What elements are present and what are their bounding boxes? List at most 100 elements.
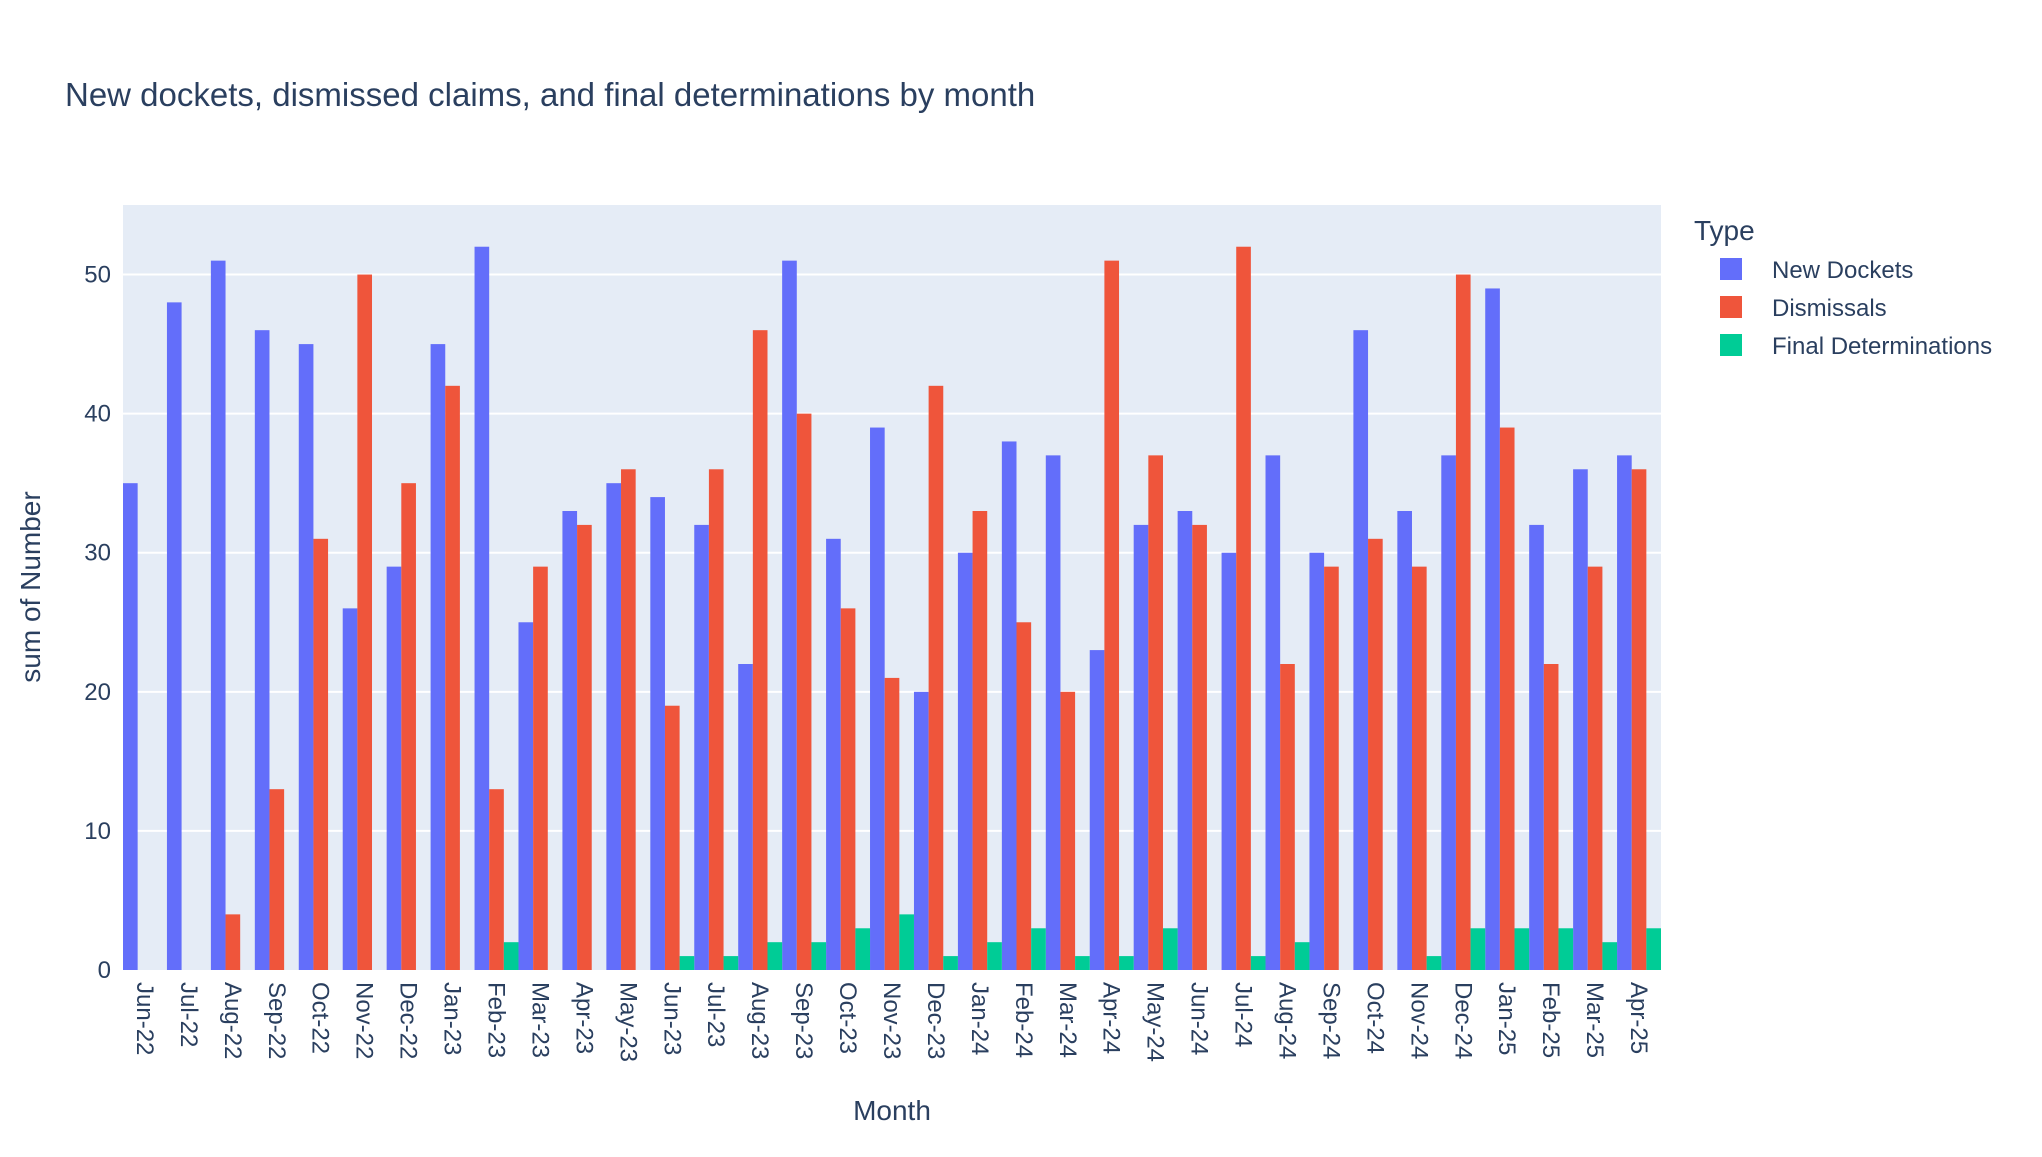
bar-new-dockets — [474, 246, 490, 970]
x-tick-label: Nov-24 — [1405, 982, 1432, 1059]
bar-dismissals — [1411, 566, 1427, 970]
bar-final-determinations — [1646, 928, 1661, 970]
bar-new-dockets — [430, 344, 446, 970]
bar-new-dockets — [1265, 455, 1281, 970]
bar-new-dockets — [1353, 330, 1369, 970]
x-tick-label: Oct-23 — [834, 982, 861, 1054]
bar-dismissals — [840, 608, 856, 970]
x-tick-label: Dec-23 — [922, 982, 949, 1059]
bar-dismissals — [489, 789, 504, 970]
bar-new-dockets — [1573, 469, 1588, 970]
x-tick-label: Mar-24 — [1054, 982, 1081, 1058]
bar-final-determinations — [767, 942, 783, 970]
bar-final-determinations — [855, 928, 871, 970]
x-tick-label: Sep-23 — [790, 982, 817, 1059]
bar-new-dockets — [1177, 511, 1193, 970]
bar-dismissals — [401, 483, 416, 970]
bar-dismissals — [621, 469, 636, 970]
x-tick-label: Jan-24 — [966, 982, 993, 1055]
x-tick-label: Apr-24 — [1098, 982, 1125, 1054]
bar-new-dockets — [957, 552, 973, 970]
bar-final-determinations — [987, 942, 1002, 970]
bar-new-dockets — [1309, 552, 1325, 970]
chart-title: New dockets, dismissed claims, and final… — [65, 76, 1035, 113]
bar-new-dockets — [518, 622, 534, 970]
bar-dismissals — [1543, 664, 1559, 970]
legend: Type New Dockets Dismissals Final Determin… — [1694, 215, 1992, 360]
legend-swatch-new-dockets — [1720, 258, 1742, 280]
y-tick-label: 50 — [84, 262, 111, 289]
y-tick-label: 20 — [84, 679, 111, 706]
bar-final-determinations — [723, 956, 739, 970]
bar-new-dockets — [694, 524, 709, 970]
bar-final-determinations — [503, 942, 519, 970]
bar-new-dockets — [913, 691, 929, 970]
x-tick-label: Dec-22 — [395, 982, 422, 1059]
y-tick-label: 30 — [84, 540, 111, 567]
bar-dismissals — [1587, 566, 1603, 970]
x-tick-label: Mar-25 — [1581, 982, 1608, 1058]
x-tick-label: Sep-22 — [263, 982, 290, 1059]
x-tick-label: Oct-22 — [307, 982, 334, 1054]
bar-new-dockets — [342, 608, 358, 970]
bar-dismissals — [1368, 538, 1383, 970]
x-tick-label: May-23 — [614, 982, 641, 1062]
bar-final-determinations — [811, 942, 827, 970]
bar-new-dockets — [606, 483, 622, 970]
bars — [123, 246, 1661, 971]
bar-new-dockets — [1397, 511, 1412, 970]
bar-dismissals — [533, 566, 548, 970]
bar-dismissals — [445, 385, 460, 970]
bar-new-dockets — [1045, 455, 1061, 970]
x-axis-title: Month — [853, 1095, 931, 1126]
bar-new-dockets — [1529, 524, 1544, 970]
x-tick-label: Jul-22 — [175, 982, 202, 1047]
bar-final-determinations — [1426, 956, 1442, 970]
x-tick-label: Jul-23 — [702, 982, 729, 1047]
x-tick-label: Dec-24 — [1449, 982, 1476, 1059]
bar-new-dockets — [1001, 441, 1017, 970]
x-tick-label: Nov-22 — [351, 982, 378, 1059]
legend-label-final-determinations: Final Determinations — [1772, 333, 1992, 360]
bar-dismissals — [752, 330, 768, 970]
bar-final-determinations — [1075, 956, 1090, 970]
bar-dismissals — [1455, 274, 1471, 971]
bar-final-determinations — [1602, 942, 1618, 970]
y-tick-label: 0 — [98, 957, 111, 984]
x-tick-label: Feb-23 — [483, 982, 510, 1058]
bar-final-determinations — [1514, 928, 1530, 970]
bar-dismissals — [269, 789, 285, 970]
bar-dismissals — [577, 524, 592, 970]
bar-final-determinations — [1470, 928, 1486, 970]
bar-dismissals — [1060, 691, 1076, 970]
bar-dismissals — [1192, 524, 1207, 970]
x-tick-label: Mar-23 — [526, 982, 553, 1058]
bar-dismissals — [1148, 455, 1163, 970]
legend-swatch-final-determinations — [1720, 334, 1742, 356]
legend-swatch-dismissals — [1720, 296, 1742, 318]
bar-new-dockets — [650, 497, 665, 970]
x-tick-label: Sep-24 — [1317, 982, 1344, 1059]
bar-new-dockets — [1617, 455, 1632, 970]
x-tick-label: Jun-23 — [658, 982, 685, 1055]
bar-dismissals — [1236, 246, 1251, 970]
bar-dismissals — [928, 385, 944, 970]
bar-new-dockets — [298, 344, 314, 970]
bar-new-dockets — [1485, 288, 1500, 970]
bar-new-dockets — [1221, 552, 1237, 970]
bar-new-dockets — [1441, 455, 1456, 970]
x-tick-label: Jun-24 — [1186, 982, 1213, 1055]
x-tick-label: Aug-22 — [219, 982, 246, 1059]
bar-final-determinations — [1031, 928, 1046, 970]
x-tick-label: Apr-23 — [570, 982, 597, 1054]
legend-label-dismissals: Dismissals — [1772, 295, 1887, 322]
x-tick-label: Jul-24 — [1230, 982, 1257, 1047]
bar-new-dockets — [123, 483, 138, 970]
bar-dismissals — [225, 914, 241, 970]
bar-new-dockets — [254, 330, 270, 970]
bar-dismissals — [884, 677, 900, 970]
bar-final-determinations — [679, 956, 695, 970]
bar-dismissals — [313, 538, 329, 970]
bar-final-determinations — [899, 914, 914, 970]
bar-dismissals — [1499, 427, 1515, 971]
